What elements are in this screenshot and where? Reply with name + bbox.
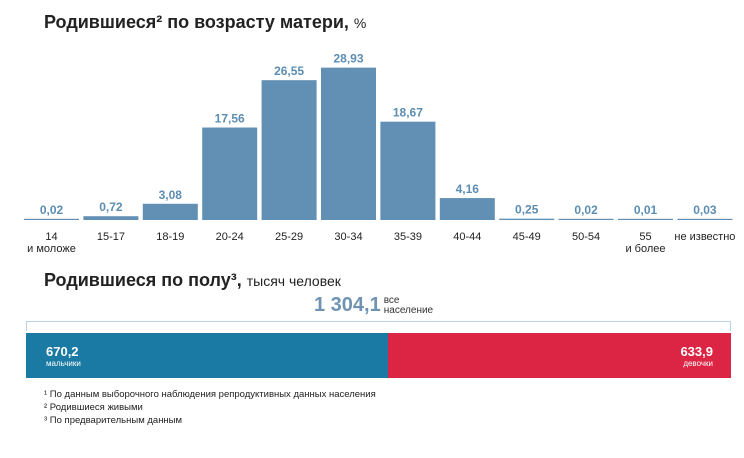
bar-4 (261, 80, 317, 220)
girls-value: 633,9 (680, 344, 713, 359)
total-note-line1: все (383, 295, 400, 306)
boys-name: мальчики (46, 359, 81, 368)
boys-bar: 670,2 мальчики (26, 333, 388, 378)
bar-value-label-4: 26,55 (274, 64, 304, 78)
category-label-2: 18-19 (156, 231, 184, 243)
bar-value-label-5: 28,93 (333, 52, 363, 66)
boys-label: 670,2 мальчики (46, 344, 81, 369)
category-label-0-line1: 14 (45, 231, 57, 243)
bar-9 (558, 218, 614, 220)
bar-value-label-1: 0,72 (99, 200, 123, 214)
bar-3 (202, 127, 258, 220)
total-note-line2: население (383, 305, 434, 316)
category-label-10-line2: и более (625, 243, 665, 255)
category-label-0-line2: и моложе (27, 243, 76, 255)
chart2-title-text: Родившиеся по полу³, (44, 270, 242, 290)
total-value: 1 304,1 (314, 294, 381, 316)
girls-bar: 633,9 девочки (388, 333, 731, 378)
chart2-title: Родившиеся по полу³, тысяч человек (44, 270, 341, 291)
footnote-1: ¹ По данным выборочного наблюдения репро… (44, 389, 376, 400)
total-bracket (26, 321, 731, 331)
girls-label: 633,9 девочки (680, 344, 713, 369)
footnote-2: ² Родившиеся живыми (44, 402, 143, 413)
chart1-title: Родившиеся² по возрасту матери, % (44, 12, 366, 33)
bar-10 (618, 218, 673, 220)
bar-8 (499, 218, 555, 220)
bar-value-label-0: 0,02 (40, 203, 64, 217)
age-bar-chart: 0,02 14и моложе 0,72 15-17 3,08 18-19 17,56 20-… (24, 52, 735, 255)
bar-value-label-10: 0,01 (634, 203, 658, 217)
category-label-4: 25-29 (275, 231, 303, 243)
category-label-7: 40-44 (453, 231, 481, 243)
chart1-unit: % (353, 15, 367, 31)
category-label-3: 20-24 (216, 231, 244, 243)
category-label-10-line1: 55 (639, 231, 651, 243)
bar-value-label-2: 3,08 (159, 188, 183, 202)
bar-value-label-6: 18,67 (393, 106, 423, 120)
total-note: все население (384, 296, 433, 316)
chart2-unit: тысяч человек (246, 273, 341, 289)
bar-0 (24, 218, 79, 220)
footnotes: ¹ По данным выборочного наблюдения репро… (44, 388, 376, 427)
bar-value-label-11: 0,03 (693, 203, 717, 217)
category-label-1: 15-17 (97, 231, 125, 243)
category-label-8: 45-49 (513, 231, 541, 243)
chart1-title-text: Родившиеся² по возрасту матери, (44, 12, 349, 32)
bar-value-label-8: 0,25 (515, 203, 539, 217)
category-label-6: 35-39 (394, 231, 422, 243)
boys-value: 670,2 (46, 344, 79, 359)
category-label-5: 30-34 (334, 231, 362, 243)
footnote-3: ³ По предварительным данным (44, 415, 183, 426)
total-births: 1 304,1 все население (314, 294, 433, 317)
bar-2 (142, 203, 198, 220)
bar-value-label-9: 0,02 (574, 203, 598, 217)
bar-value-label-3: 17,56 (215, 112, 245, 126)
category-label-11: не известно (674, 231, 735, 243)
bar-6 (380, 121, 436, 220)
bar-7 (439, 198, 495, 220)
bar-value-label-7: 4,16 (456, 182, 480, 196)
girls-name: девочки (683, 359, 713, 368)
category-label-9: 50-54 (572, 231, 600, 243)
bar-11 (677, 218, 733, 220)
bar-5 (321, 67, 376, 220)
bar-1 (83, 216, 139, 220)
